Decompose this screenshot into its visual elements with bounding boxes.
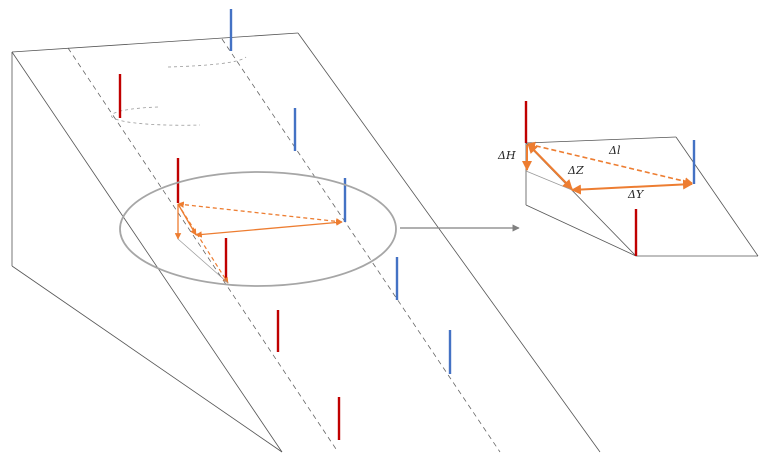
delta-z-vector bbox=[527, 143, 573, 190]
dashed-displacement-vector bbox=[177, 201, 343, 225]
monitoring-poles bbox=[118, 9, 452, 440]
slope-base-edge bbox=[11, 265, 283, 453]
delta-y-vector bbox=[571, 179, 693, 195]
dashed-survey-line-2 bbox=[221, 38, 501, 453]
lateral-displacement-vector bbox=[177, 203, 197, 236]
detail-top-edge bbox=[525, 136, 677, 144]
detail-right-edge bbox=[675, 136, 759, 257]
detail-poles bbox=[524, 101, 696, 256]
slope-top-back-edge bbox=[11, 32, 299, 53]
detail-helper-line bbox=[525, 170, 573, 191]
detail-left-slant-edge bbox=[525, 204, 637, 257]
displacement-vectors-detail bbox=[522, 141, 693, 195]
slope-right-face-edge bbox=[297, 32, 601, 453]
settlement-arc-upper bbox=[167, 56, 247, 68]
label-delta-y: ΔY bbox=[627, 188, 645, 201]
label-delta-l: Δl bbox=[608, 144, 621, 157]
survey-lines bbox=[67, 38, 501, 453]
focus-ellipse bbox=[119, 171, 397, 287]
slope-block bbox=[11, 32, 601, 453]
label-delta-z: ΔZ bbox=[567, 164, 584, 177]
displacement-vectors-small bbox=[174, 201, 343, 284]
dashed-survey-line-1 bbox=[67, 47, 339, 453]
dashed-diagonal-vector bbox=[177, 203, 229, 284]
thin-helper-line bbox=[177, 238, 229, 284]
label-delta-h: ΔH bbox=[497, 149, 516, 162]
slope-left-face-edge bbox=[11, 51, 283, 453]
settlement-arc-lower bbox=[111, 106, 201, 126]
detail-labels: ΔH Δl ΔZ ΔY bbox=[497, 144, 645, 201]
horizontal-displacement-vector bbox=[195, 219, 343, 238]
